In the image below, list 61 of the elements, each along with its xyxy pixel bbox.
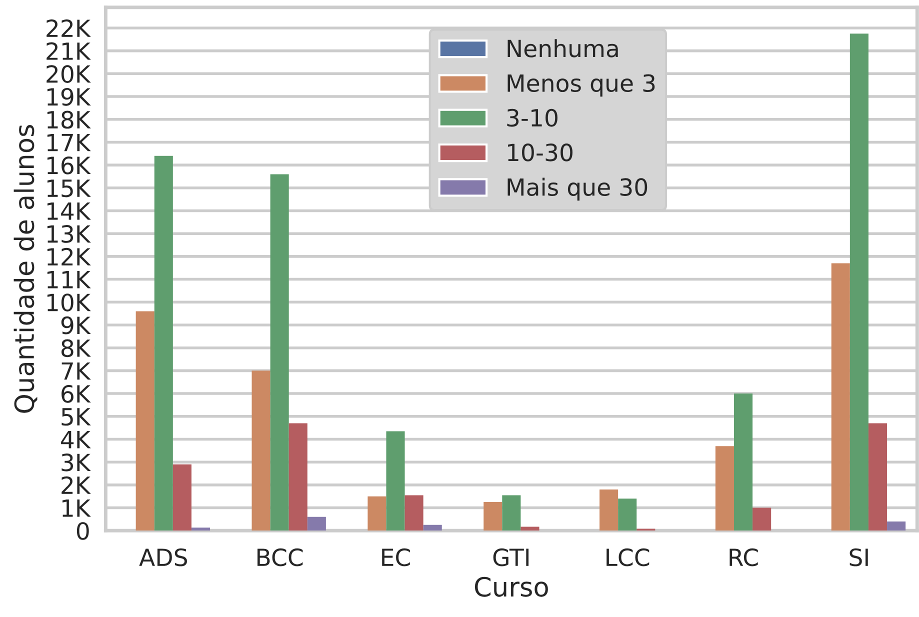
bar: [136, 311, 154, 531]
legend-label: Mais que 30: [508, 178, 648, 201]
y-tick-label: 8K: [62, 339, 91, 358]
bar: [850, 34, 868, 531]
bar: [154, 156, 173, 531]
legend-label: Nenhuma: [508, 39, 618, 58]
y-tick-label: 15K: [47, 180, 91, 198]
y-tick-label: 22K: [46, 19, 91, 37]
y-tick-label: 3K: [62, 454, 91, 472]
y-tick-label: 17K: [47, 134, 91, 152]
x-tick-label: GTI: [493, 548, 529, 566]
y-tick-label: 13K: [47, 225, 91, 243]
bar: [288, 423, 308, 531]
y-tick-label: 14K: [47, 202, 91, 220]
bar: [752, 508, 772, 531]
y-tick-label: 11K: [47, 271, 91, 288]
bar: [831, 263, 850, 531]
y-tick-label: 2K: [62, 476, 91, 494]
y-tick-label: 0: [76, 522, 89, 540]
bar: [618, 498, 637, 531]
y-tick-label: 9K: [61, 316, 91, 334]
bar: [520, 526, 540, 531]
bar: [600, 489, 618, 531]
bar: [734, 394, 753, 531]
bar: [715, 446, 734, 531]
y-tick-label: 21K: [46, 42, 91, 60]
bar: [386, 431, 405, 531]
y-tick-label: 18K: [47, 110, 91, 129]
bar: [252, 370, 270, 531]
y-tick-label: 5K: [62, 408, 91, 426]
x-tick-label: ADS: [139, 548, 187, 566]
y-tick-label: 20K: [46, 65, 91, 83]
bar: [368, 496, 386, 531]
y-tick-label: 7K: [62, 362, 91, 380]
bar: [270, 174, 289, 531]
y-tick-label: 1K: [62, 500, 91, 517]
legend-label: Menos que 3: [508, 74, 655, 97]
x-axis-title: Curso: [474, 576, 548, 597]
y-tick-label: 12K: [47, 248, 91, 266]
bar: [172, 464, 192, 531]
bar: [502, 495, 521, 531]
y-tick-label: 10K: [47, 294, 91, 312]
bar: [868, 423, 888, 531]
bar: [887, 521, 906, 531]
y-tick-label: 16K: [47, 156, 91, 174]
bar: [484, 502, 502, 531]
x-tick-label: SI: [850, 548, 868, 566]
y-tick-label: 6K: [62, 384, 91, 403]
x-tick-label: BCC: [258, 548, 303, 566]
bar: [191, 528, 210, 531]
x-tick-label: EC: [382, 548, 410, 566]
legend-label: 10-30: [508, 144, 572, 162]
x-tick-label: RC: [730, 548, 758, 566]
legend-label: 3-10: [507, 108, 558, 127]
x-tick-label: LCC: [606, 548, 650, 566]
bar: [404, 495, 424, 531]
y-axis-title: Quantidade de alunos: [14, 125, 38, 413]
bar: [307, 516, 326, 531]
y-tick-label: 4K: [61, 430, 91, 448]
y-tick-label: 19K: [47, 88, 91, 106]
bar: [423, 524, 442, 531]
